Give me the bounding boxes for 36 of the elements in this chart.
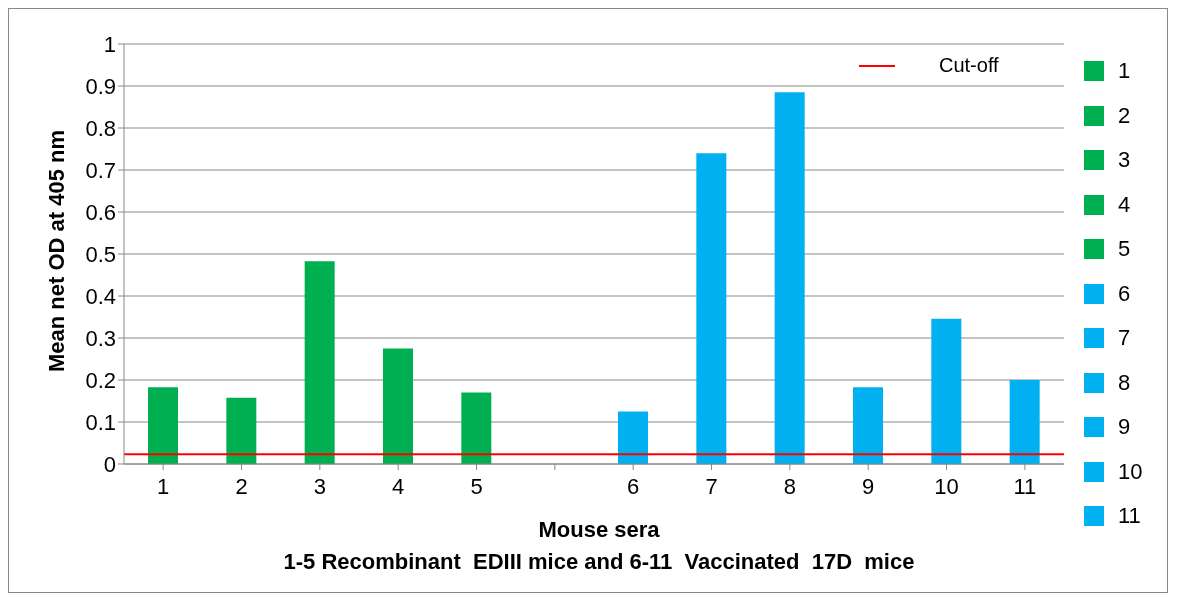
text: 1-5 Recombinant EDIII mice and 6-11 Vaccinated 17D mice	[282, 549, 916, 575]
x-tick-label: 2	[235, 473, 248, 499]
x-tick-label: 3	[313, 473, 326, 499]
y-tick-label: 0.2	[85, 367, 116, 393]
y-tick-label: 0.6	[85, 199, 116, 225]
x-tick-label: 10	[934, 473, 959, 499]
category-label: 1	[1118, 58, 1131, 84]
y-tick-label: 0.4	[85, 283, 116, 309]
category-label: 4	[1118, 191, 1131, 217]
category-label: 3	[1118, 147, 1131, 173]
x-tick-label: 1	[157, 473, 170, 499]
category-label: 11	[1118, 503, 1141, 529]
x-tick-label: 11	[1013, 473, 1037, 499]
y-tick-label: 0.8	[85, 115, 116, 141]
y-tick-label: 0.3	[85, 325, 116, 351]
y-tick-label: 1	[103, 31, 116, 57]
x-tick-label: 9	[862, 473, 875, 499]
x-tick-label: 6	[627, 473, 640, 499]
category-label: 5	[1118, 236, 1131, 262]
category-label: 2	[1118, 102, 1131, 128]
x-tick-label: 8	[783, 473, 796, 499]
y-tick-label: 0	[103, 451, 116, 477]
category-label: 7	[1118, 325, 1131, 351]
category-label: 8	[1118, 369, 1131, 395]
y-tick-label: 0.7	[85, 157, 116, 183]
y-tick-label: 0.5	[85, 241, 116, 267]
x-tick-label: 5	[470, 473, 483, 499]
legend-label: Cut-off	[939, 54, 999, 77]
y-axis-title: Mean net OD at 405 nm	[44, 129, 70, 373]
x-tick-label: 7	[705, 473, 718, 499]
category-label: 9	[1118, 414, 1131, 440]
y-tick-label: 0.1	[85, 409, 116, 435]
x-axis-title: Mouse sera	[537, 517, 661, 543]
y-tick-label: 0.9	[85, 73, 116, 99]
category-label: 6	[1118, 280, 1131, 306]
x-tick-label: 4	[392, 473, 405, 499]
